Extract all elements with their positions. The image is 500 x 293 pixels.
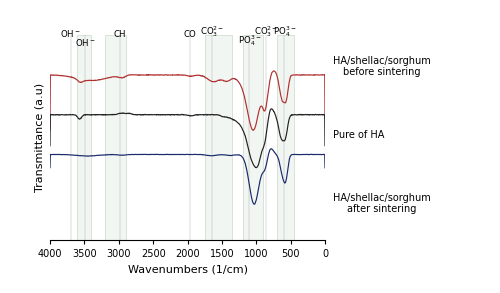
X-axis label: Wavenumbers (1/cm): Wavenumbers (1/cm) bbox=[128, 265, 248, 275]
Text: Pure of HA: Pure of HA bbox=[333, 130, 384, 140]
FancyBboxPatch shape bbox=[277, 35, 294, 240]
Y-axis label: Transmittance (a.u): Transmittance (a.u) bbox=[34, 83, 44, 192]
Text: OH$^-$: OH$^-$ bbox=[60, 28, 81, 39]
Text: HA/shellac/sorghum
before sintering: HA/shellac/sorghum before sintering bbox=[333, 56, 431, 77]
Text: PO$_4^{3-}$: PO$_4^{3-}$ bbox=[238, 33, 261, 47]
FancyBboxPatch shape bbox=[204, 35, 232, 240]
Text: CO$_3^{2-}$: CO$_3^{2-}$ bbox=[254, 24, 278, 39]
Text: CO: CO bbox=[184, 30, 196, 39]
Text: OH$^-$: OH$^-$ bbox=[74, 37, 96, 47]
FancyBboxPatch shape bbox=[78, 35, 91, 240]
Text: CO$_3^{2-}$: CO$_3^{2-}$ bbox=[200, 24, 224, 39]
Text: CH: CH bbox=[114, 30, 126, 39]
Text: PO$_4^{3-}$: PO$_4^{3-}$ bbox=[272, 24, 296, 39]
FancyBboxPatch shape bbox=[242, 35, 263, 240]
Text: HA/shellac/sorghum
after sintering: HA/shellac/sorghum after sintering bbox=[333, 193, 431, 214]
FancyBboxPatch shape bbox=[105, 35, 126, 240]
